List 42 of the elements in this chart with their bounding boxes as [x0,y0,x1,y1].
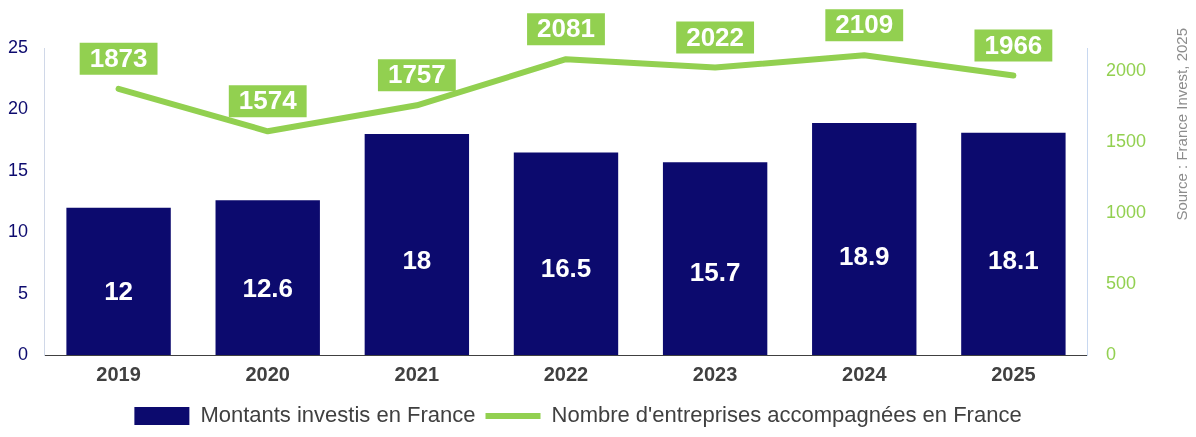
data-label: 16.5 [540,253,592,284]
data-label: 1757 [387,59,446,90]
x-tick-label: 2023 [692,362,738,385]
y2-tick-label: 1500 [1105,130,1146,151]
data-label: 2081 [537,13,595,44]
source-note: Source : France Invest, 2025 [1173,28,1191,221]
x-tick-label: 2021 [394,362,440,385]
data-label: 18 [402,245,432,276]
y-tick-label: 10 [7,221,29,242]
y2-tick-label: 500 [1105,272,1136,293]
y-tick-label: 5 [18,282,29,303]
data-label: 12.6 [242,273,294,304]
y2-tick-label: 2000 [1105,59,1146,80]
bar [66,207,171,355]
x-tick-label: 2020 [245,362,290,385]
legend-label: Montants investis en France [200,402,476,428]
bar [513,152,619,355]
y2-tick-label: 0 [1105,343,1116,364]
bar [812,122,917,355]
legend-label: Nombre d'entreprises accompagnées en France [551,402,1022,428]
data-label: 12 [104,276,134,307]
y-tick-label: 15 [7,159,29,180]
x-tick-label: 2022 [543,362,589,385]
bar [215,200,320,355]
y-tick-label: 20 [7,98,29,119]
y2-tick-label: 1000 [1105,201,1146,222]
data-label: 2022 [686,21,745,52]
bar [961,132,1066,355]
data-label: 1574 [238,85,298,116]
bar [662,162,768,355]
x-tick-label: 2025 [991,362,1036,385]
y-tick-label: 25 [7,36,29,57]
data-label: 18.1 [988,244,1039,275]
data-label: 15.7 [689,257,741,288]
data-label: 1873 [89,42,148,73]
data-label: 2109 [835,9,894,40]
x-tick-label: 2024 [842,362,888,385]
y-tick-label: 0 [18,343,29,364]
data-label: 1966 [984,29,1043,60]
data-label: 18.9 [838,240,890,271]
x-tick-label: 2019 [96,362,141,385]
bar [364,133,470,355]
